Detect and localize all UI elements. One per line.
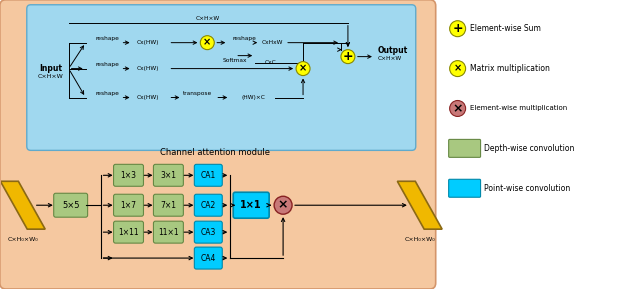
Circle shape xyxy=(450,21,466,37)
FancyBboxPatch shape xyxy=(113,194,143,216)
Text: 5×5: 5×5 xyxy=(62,201,79,210)
Text: Softmax: Softmax xyxy=(223,58,248,63)
Text: Cx(HW): Cx(HW) xyxy=(136,40,159,45)
Circle shape xyxy=(450,61,466,77)
Text: (HW)×C: (HW)×C xyxy=(241,95,265,100)
Circle shape xyxy=(341,50,355,64)
Polygon shape xyxy=(397,181,442,229)
Text: ×: × xyxy=(278,199,289,212)
Text: CxC: CxC xyxy=(264,60,276,65)
Text: +: + xyxy=(342,50,353,63)
FancyBboxPatch shape xyxy=(195,194,222,216)
Text: reshape: reshape xyxy=(232,36,256,41)
Text: reshape: reshape xyxy=(95,36,120,41)
FancyBboxPatch shape xyxy=(154,194,184,216)
Text: ×: × xyxy=(454,64,461,74)
Text: C×H×W: C×H×W xyxy=(378,56,402,61)
Circle shape xyxy=(274,196,292,214)
Text: Depth-wise convolution: Depth-wise convolution xyxy=(484,144,574,153)
Circle shape xyxy=(450,101,466,116)
FancyBboxPatch shape xyxy=(0,0,436,289)
Text: Cx(HW): Cx(HW) xyxy=(136,66,159,71)
Polygon shape xyxy=(1,181,45,229)
FancyBboxPatch shape xyxy=(233,192,269,218)
Text: 1×11: 1×11 xyxy=(118,228,139,237)
Text: 7×1: 7×1 xyxy=(161,201,177,210)
Text: Element-wise Sum: Element-wise Sum xyxy=(470,24,540,33)
Text: C×H×W: C×H×W xyxy=(38,74,63,79)
Text: 11×1: 11×1 xyxy=(158,228,179,237)
FancyBboxPatch shape xyxy=(449,179,481,197)
Text: transpose: transpose xyxy=(182,91,212,96)
FancyBboxPatch shape xyxy=(449,139,481,157)
FancyBboxPatch shape xyxy=(154,164,184,186)
Text: C×H₀×W₀: C×H₀×W₀ xyxy=(404,237,435,242)
Text: Matrix multiplication: Matrix multiplication xyxy=(470,64,550,73)
Text: reshape: reshape xyxy=(95,62,120,67)
Text: Output: Output xyxy=(378,46,408,55)
Text: CA2: CA2 xyxy=(201,201,216,210)
Text: CA3: CA3 xyxy=(200,228,216,237)
Text: 1×7: 1×7 xyxy=(120,201,136,210)
FancyBboxPatch shape xyxy=(113,164,143,186)
Text: C×H₀×W₀: C×H₀×W₀ xyxy=(8,237,38,242)
FancyBboxPatch shape xyxy=(113,221,143,243)
Text: 1×3: 1×3 xyxy=(120,171,136,180)
FancyBboxPatch shape xyxy=(154,221,184,243)
FancyBboxPatch shape xyxy=(54,193,88,217)
Text: CA4: CA4 xyxy=(200,253,216,263)
Text: ×: × xyxy=(204,38,211,48)
Text: reshape: reshape xyxy=(95,91,120,96)
Text: Cx(HW): Cx(HW) xyxy=(136,95,159,100)
Text: Element-wise multiplication: Element-wise multiplication xyxy=(470,105,567,112)
Text: ×: × xyxy=(452,102,463,115)
Text: 3×1: 3×1 xyxy=(161,171,177,180)
Text: CxHxW: CxHxW xyxy=(262,40,283,45)
Text: +: + xyxy=(452,22,463,35)
Circle shape xyxy=(296,62,310,75)
FancyBboxPatch shape xyxy=(195,164,222,186)
Text: CA1: CA1 xyxy=(201,171,216,180)
Text: Point-wise convolution: Point-wise convolution xyxy=(484,184,570,193)
Text: C×H×W: C×H×W xyxy=(195,16,220,21)
Text: 1×1: 1×1 xyxy=(241,200,262,210)
Text: Channel attention module: Channel attention module xyxy=(160,148,270,158)
Text: ×: × xyxy=(299,64,307,74)
FancyBboxPatch shape xyxy=(195,247,222,269)
FancyBboxPatch shape xyxy=(195,221,222,243)
Text: Input: Input xyxy=(39,64,62,73)
FancyBboxPatch shape xyxy=(27,5,416,150)
Circle shape xyxy=(200,36,214,50)
